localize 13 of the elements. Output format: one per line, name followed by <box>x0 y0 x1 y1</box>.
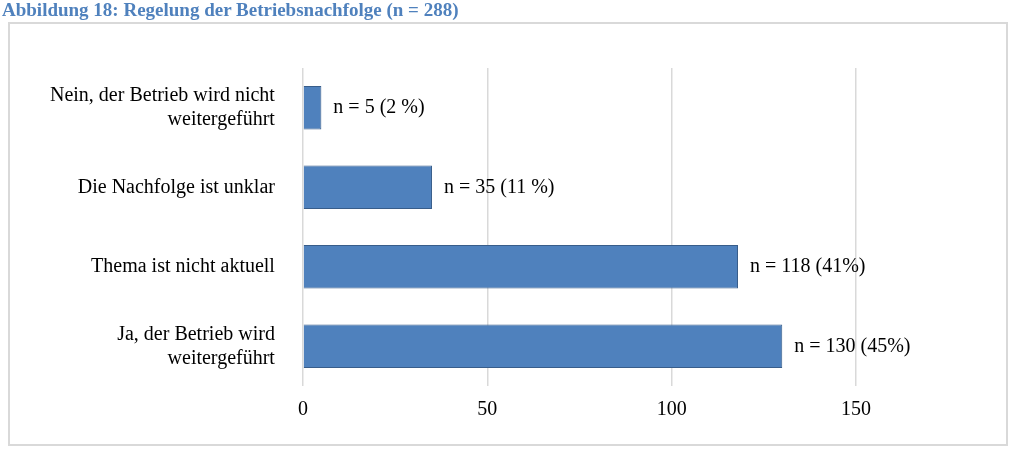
data-label: n = 118 (41%) <box>750 254 866 277</box>
data-label: n = 130 (45%) <box>794 333 911 357</box>
x-tick-label: 0 <box>297 397 308 420</box>
x-tick-label: 150 <box>841 397 871 420</box>
y-tick-label: Nein, der Betrieb wird nicht weitergeführt <box>49 83 276 130</box>
chart-title: Abbildung 18: Regelung der Betriebsnachfolge (n = 288) <box>1 0 460 22</box>
x-tick-label: 100 <box>656 397 687 420</box>
data-label: n = 5 (2 %) <box>333 95 425 118</box>
y-tick-label: Thema ist nicht aktuell <box>91 254 276 276</box>
y-tick-label: Die Nachfolge ist unklar <box>77 174 276 198</box>
y-tick-label: Ja, der Betrieb wird weitergeführt <box>117 321 276 369</box>
x-tick-label: 50 <box>477 397 498 420</box>
data-label: n = 35 (11 %) <box>443 174 555 198</box>
